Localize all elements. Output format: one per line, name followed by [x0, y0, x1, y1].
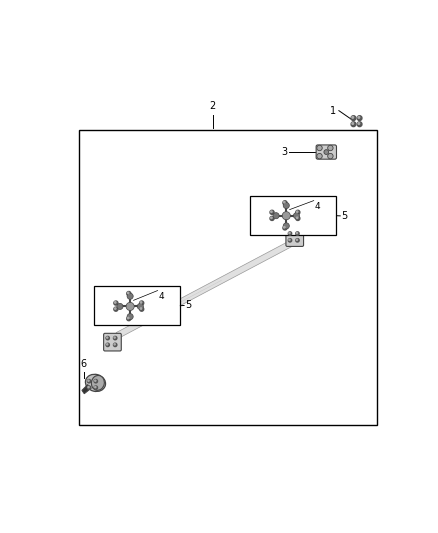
Circle shape — [283, 226, 287, 230]
Circle shape — [283, 223, 290, 229]
Circle shape — [296, 232, 299, 235]
Circle shape — [106, 344, 108, 345]
Circle shape — [113, 343, 117, 346]
Circle shape — [140, 301, 144, 305]
Circle shape — [114, 307, 118, 311]
Circle shape — [296, 216, 300, 221]
Circle shape — [106, 337, 108, 338]
Circle shape — [106, 336, 110, 340]
Circle shape — [297, 217, 298, 219]
Circle shape — [115, 308, 116, 309]
FancyBboxPatch shape — [104, 333, 121, 351]
Circle shape — [296, 239, 299, 242]
Circle shape — [317, 146, 322, 151]
Circle shape — [352, 123, 353, 124]
Circle shape — [284, 201, 285, 203]
Bar — [78, 130, 377, 425]
Circle shape — [288, 239, 292, 242]
Circle shape — [88, 380, 89, 381]
Circle shape — [87, 386, 91, 389]
Text: 2: 2 — [209, 101, 216, 111]
Circle shape — [328, 146, 333, 151]
Circle shape — [95, 380, 96, 381]
Circle shape — [282, 212, 290, 220]
Circle shape — [95, 386, 96, 387]
Circle shape — [296, 211, 300, 214]
Bar — [94, 286, 180, 325]
Circle shape — [352, 117, 353, 118]
Circle shape — [140, 307, 144, 311]
Text: 1: 1 — [330, 106, 336, 116]
Circle shape — [127, 292, 131, 296]
Circle shape — [114, 344, 115, 345]
Circle shape — [94, 379, 98, 383]
Circle shape — [289, 232, 290, 233]
Circle shape — [284, 227, 285, 228]
Circle shape — [283, 201, 287, 205]
Circle shape — [351, 122, 356, 127]
Circle shape — [140, 302, 142, 303]
Circle shape — [127, 317, 129, 319]
Circle shape — [317, 154, 322, 159]
Circle shape — [297, 211, 298, 213]
Circle shape — [358, 123, 360, 124]
Circle shape — [271, 217, 272, 219]
Circle shape — [127, 317, 131, 321]
FancyBboxPatch shape — [286, 229, 304, 246]
Text: 6: 6 — [81, 359, 87, 369]
Circle shape — [137, 303, 143, 310]
Ellipse shape — [92, 375, 104, 390]
Circle shape — [293, 213, 300, 219]
Circle shape — [357, 122, 362, 127]
Circle shape — [270, 216, 274, 221]
Circle shape — [271, 211, 272, 213]
Circle shape — [126, 302, 134, 311]
Text: 4: 4 — [314, 203, 320, 211]
Circle shape — [87, 379, 91, 383]
Circle shape — [127, 293, 133, 300]
FancyBboxPatch shape — [316, 145, 336, 159]
Polygon shape — [82, 385, 91, 394]
Polygon shape — [116, 241, 292, 338]
Circle shape — [115, 302, 116, 303]
Text: 5: 5 — [185, 301, 192, 311]
Circle shape — [324, 150, 328, 155]
Circle shape — [114, 337, 115, 338]
Circle shape — [288, 232, 292, 235]
Circle shape — [273, 213, 279, 219]
Circle shape — [106, 343, 110, 346]
Circle shape — [127, 292, 129, 294]
Circle shape — [358, 117, 360, 118]
Circle shape — [117, 303, 123, 310]
Text: 3: 3 — [281, 147, 287, 157]
Ellipse shape — [85, 374, 106, 392]
Circle shape — [351, 116, 356, 120]
Bar — [250, 196, 336, 235]
Circle shape — [94, 386, 98, 389]
Circle shape — [113, 336, 117, 340]
Circle shape — [140, 308, 142, 309]
Circle shape — [127, 313, 133, 320]
Text: 5: 5 — [342, 211, 348, 221]
Circle shape — [114, 301, 118, 305]
Circle shape — [357, 116, 362, 120]
Circle shape — [328, 154, 333, 159]
Circle shape — [88, 386, 89, 387]
Circle shape — [283, 203, 290, 208]
Text: 4: 4 — [158, 292, 164, 301]
Circle shape — [289, 239, 290, 240]
Circle shape — [270, 211, 274, 214]
